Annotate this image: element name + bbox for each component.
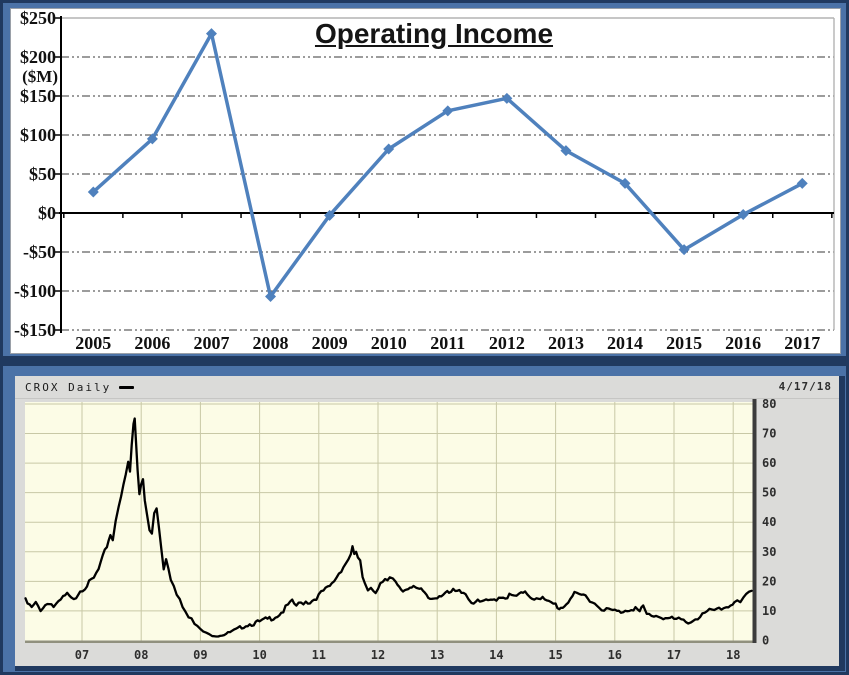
x-tick-label: 2014: [607, 333, 643, 353]
diamond-marker: [796, 177, 808, 189]
plot-background: [25, 402, 753, 641]
y-tick-label: 0: [762, 634, 769, 648]
diamond-marker: [383, 143, 395, 155]
y-tick-label: 50: [762, 486, 776, 500]
crox-symbol-label: CROX Daily: [25, 381, 135, 394]
x-tick-label: 2007: [193, 333, 229, 353]
y-tick-label: $200: [20, 47, 56, 67]
x-tick-label: 08: [134, 648, 148, 662]
y-tick-label: -$150: [14, 320, 56, 340]
y-tick-label: 70: [762, 427, 776, 441]
y-tick-label: $150: [20, 86, 56, 106]
x-tick-label: 12: [371, 648, 385, 662]
x-tick-label: 2009: [312, 333, 348, 353]
diamond-marker: [501, 92, 513, 104]
x-tick-label: 2005: [75, 333, 111, 353]
x-tick-label: 15: [548, 648, 562, 662]
x-tick-label: 2006: [134, 333, 170, 353]
diamond-marker: [619, 177, 631, 189]
x-tick-label: 2011: [430, 333, 465, 353]
x-tick-label: 2013: [548, 333, 584, 353]
x-tick-label: 16: [608, 648, 622, 662]
y-tick-label: 60: [762, 456, 776, 470]
crox-header-text: CROX Daily: [25, 381, 112, 394]
crox-price-chart: 0 10 20 30 40 50 60 70 80 07 08 09 10 11 12 13 14 15 16 17 1…: [24, 397, 776, 662]
x-tick-label: 2017: [784, 333, 820, 353]
panel-separator: [3, 356, 846, 366]
y-tick-label: 10: [762, 604, 776, 618]
diamond-marker: [560, 145, 572, 157]
y-tick-label: $100: [20, 125, 56, 145]
y-tick-label: $250: [20, 9, 56, 28]
operating-income-chart: $250 $200 $150 $100 $50 $0 -$50 -$100 -$150 ($M) 2…: [14, 9, 835, 353]
y-tick-label: 80: [762, 397, 776, 411]
x-tick-label: 09: [193, 648, 207, 662]
crox-panel: CROX Daily 4/17/18 0 10 20 30 40 50 60 70 80 07 08…: [15, 376, 839, 666]
data-point-markers: [87, 28, 808, 302]
y-tick-label: $50: [29, 164, 56, 184]
diamond-marker: [737, 209, 749, 221]
x-tick-label: 17: [667, 648, 681, 662]
x-tick-label: 07: [75, 648, 89, 662]
x-tick-label: 2008: [253, 333, 289, 353]
y-axis-unit-label: ($M): [22, 67, 58, 86]
diamond-marker: [442, 105, 454, 117]
x-tick-label: 2010: [371, 333, 407, 353]
x-tick-label: 14: [489, 648, 503, 662]
gridlines: [61, 17, 834, 331]
x-tick-label: 2016: [725, 333, 761, 353]
operating-income-panel: $250 $200 $150 $100 $50 $0 -$50 -$100 -$150 ($M) 2…: [10, 8, 841, 354]
diamond-marker: [205, 28, 217, 40]
crox-price-line: [24, 417, 753, 638]
x-tick-label: 2015: [666, 333, 702, 353]
diamond-marker: [265, 290, 277, 302]
y-tick-label: 20: [762, 574, 776, 588]
crox-header-bar: CROX Daily 4/17/18: [15, 376, 839, 399]
diamond-marker: [324, 209, 336, 221]
y-tick-label: $0: [38, 203, 56, 223]
x-tick-label: 2012: [489, 333, 525, 353]
y-tick-label: 40: [762, 515, 776, 529]
crox-panel-border: CROX Daily 4/17/18 0 10 20 30 40 50 60 70 80 07 08…: [15, 376, 845, 671]
x-tick-label: 11: [312, 648, 326, 662]
x-tick-label: 18: [726, 648, 740, 662]
x-tick-label: 13: [430, 648, 444, 662]
chart-title: Operating Income: [314, 18, 554, 49]
y-tick-label: -$50: [23, 242, 56, 262]
y-tick-label: 30: [762, 545, 776, 559]
y-tick-label: -$100: [14, 281, 56, 301]
diamond-marker: [678, 244, 690, 256]
operating-income-line: [91, 31, 805, 299]
x-tick-label: 10: [252, 648, 266, 662]
diamond-marker: [87, 186, 99, 198]
price-line-legend-icon: [119, 386, 135, 389]
as-of-date-label: 4/17/18: [778, 380, 832, 393]
diamond-marker: [146, 133, 158, 145]
